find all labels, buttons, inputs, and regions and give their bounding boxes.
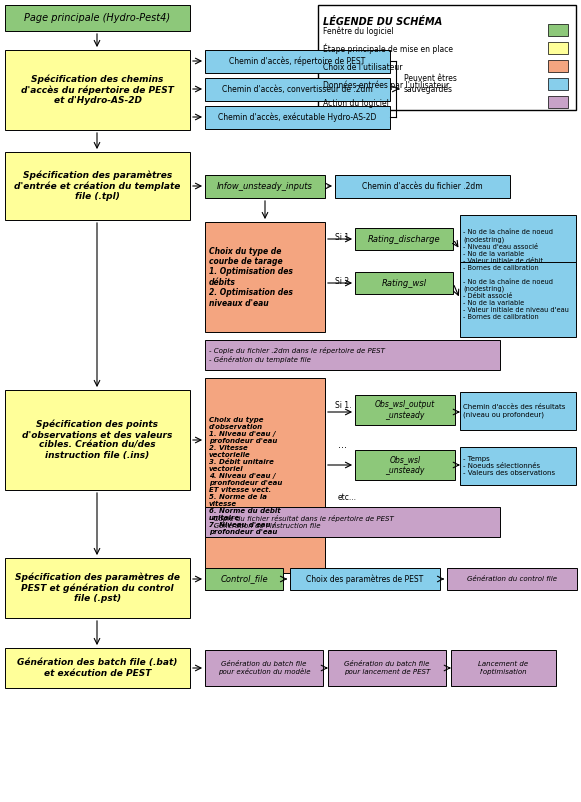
FancyBboxPatch shape [548, 78, 568, 90]
Text: Génération du batch file
pour lancement de PEST: Génération du batch file pour lancement … [344, 662, 430, 674]
Text: Spécification des chemins
d'accès du répertoire de PEST
et d'Hydro-AS-2D: Spécification des chemins d'accès du rép… [21, 75, 174, 105]
FancyBboxPatch shape [5, 50, 190, 130]
Text: Action du logiciel: Action du logiciel [323, 99, 389, 107]
FancyBboxPatch shape [355, 228, 453, 250]
FancyBboxPatch shape [205, 222, 325, 332]
FancyBboxPatch shape [451, 650, 556, 686]
FancyBboxPatch shape [355, 450, 455, 480]
FancyBboxPatch shape [548, 60, 568, 72]
FancyBboxPatch shape [318, 5, 576, 110]
Text: Page principale (Hydro-Pest4): Page principale (Hydro-Pest4) [24, 13, 171, 23]
Text: - No de la chaîne de noeud
(nodestring)
- Débit associé
- No de la variable
- Va: - No de la chaîne de noeud (nodestring) … [463, 279, 569, 320]
FancyBboxPatch shape [205, 507, 500, 537]
FancyBboxPatch shape [460, 392, 576, 430]
Text: Infow_unsteady_inputs: Infow_unsteady_inputs [217, 182, 313, 191]
FancyBboxPatch shape [205, 378, 325, 573]
FancyBboxPatch shape [5, 390, 190, 490]
Text: Obs_wsl
_unsteady: Obs_wsl _unsteady [385, 456, 425, 475]
Text: Peuvent êtres
sauvegardés: Peuvent êtres sauvegardés [404, 74, 457, 94]
FancyBboxPatch shape [205, 340, 500, 370]
Text: Si 1.: Si 1. [335, 233, 352, 242]
Text: Fenêtre du logiciel: Fenêtre du logiciel [323, 26, 394, 36]
Text: Choix du type
d'observation
1. Niveau d'eau /
profondeur d'eau
2. Vitesse
vector: Choix du type d'observation 1. Niveau d'… [209, 416, 282, 535]
FancyBboxPatch shape [290, 568, 440, 590]
Text: Données entrées par l'utilisateur: Données entrées par l'utilisateur [323, 80, 449, 90]
Text: Chemin d'accès, exécutable Hydro-AS-2D: Chemin d'accès, exécutable Hydro-AS-2D [218, 113, 376, 122]
FancyBboxPatch shape [205, 568, 283, 590]
Text: - No de la chaîne de noeud
(nodestring)
- Niveau d'eau associé
- No de la variab: - No de la chaîne de noeud (nodestring) … [463, 229, 553, 271]
FancyBboxPatch shape [355, 395, 455, 425]
FancyBboxPatch shape [5, 152, 190, 220]
FancyBboxPatch shape [205, 175, 325, 198]
Text: ...: ... [338, 440, 347, 450]
Text: - Temps
- Noeuds sélectionnés
- Valeurs des observations: - Temps - Noeuds sélectionnés - Valeurs … [463, 456, 555, 476]
Text: Rating_discharge: Rating_discharge [368, 234, 440, 244]
FancyBboxPatch shape [328, 650, 446, 686]
FancyBboxPatch shape [447, 568, 577, 590]
FancyBboxPatch shape [548, 96, 568, 108]
FancyBboxPatch shape [355, 272, 453, 294]
FancyBboxPatch shape [205, 78, 390, 101]
Text: Obs_wsl_output
_unsteady: Obs_wsl_output _unsteady [375, 400, 435, 419]
Text: - Copie du fichier .2dm dans le répertoire de PEST
- Génération du template file: - Copie du fichier .2dm dans le répertoi… [209, 347, 385, 363]
Text: Chemin d'accès, convertisseur de .2dm: Chemin d'accès, convertisseur de .2dm [222, 85, 373, 94]
Text: Chemin d'accès des résultats
(niveau ou profondeur): Chemin d'accès des résultats (niveau ou … [463, 404, 565, 418]
Text: Control_file: Control_file [220, 574, 268, 584]
Text: Étape principale de mise en place: Étape principale de mise en place [323, 44, 453, 55]
FancyBboxPatch shape [460, 262, 576, 337]
FancyBboxPatch shape [205, 650, 323, 686]
FancyBboxPatch shape [205, 50, 390, 73]
Text: Spécification des paramètres de
PEST et génération du control
file (.pst): Spécification des paramètres de PEST et … [15, 573, 180, 603]
Text: Génération des batch file (.bat)
et exécution de PEST: Génération des batch file (.bat) et exéc… [17, 658, 178, 678]
Text: Choix de l'utilisateur: Choix de l'utilisateur [323, 63, 403, 71]
FancyBboxPatch shape [548, 42, 568, 54]
FancyBboxPatch shape [460, 447, 576, 485]
FancyBboxPatch shape [5, 648, 190, 688]
Text: etc...: etc... [338, 492, 357, 501]
Text: Génération du batch file
pour exécution du modèle: Génération du batch file pour exécution … [218, 661, 310, 675]
Text: Chemin d'accès du fichier .2dm: Chemin d'accès du fichier .2dm [362, 182, 483, 191]
Text: - Copie du fichier résultat dans le répertoire de PEST
- Génération de l'instruc: - Copie du fichier résultat dans le répe… [209, 515, 394, 529]
FancyBboxPatch shape [205, 106, 390, 129]
FancyBboxPatch shape [5, 558, 190, 618]
Text: LÉGENDE DU SCHÉMA: LÉGENDE DU SCHÉMA [323, 17, 442, 27]
Text: Chemin d'accès, répertoire de PEST: Chemin d'accès, répertoire de PEST [229, 57, 365, 67]
Text: Si 1.: Si 1. [335, 400, 352, 410]
Text: Lancement de
l'optimisation: Lancement de l'optimisation [478, 662, 529, 674]
Text: Si 2.: Si 2. [335, 277, 352, 286]
FancyBboxPatch shape [548, 24, 568, 36]
Text: Spécification des paramètres
d'entrée et création du template
file (.tpl): Spécification des paramètres d'entrée et… [15, 171, 181, 201]
Text: Choix des paramètres de PEST: Choix des paramètres de PEST [306, 574, 424, 584]
Text: Rating_wsl: Rating_wsl [382, 278, 426, 287]
FancyBboxPatch shape [335, 175, 510, 198]
FancyBboxPatch shape [460, 215, 576, 285]
Text: Génération du control file: Génération du control file [467, 576, 557, 582]
FancyBboxPatch shape [5, 5, 190, 31]
Text: Choix du type de
courbe de tarage
1. Optimisation des
débits
2. Optimisation des: Choix du type de courbe de tarage 1. Opt… [209, 246, 293, 307]
Text: Spécification des points
d'observations et des valeurs
cibles. Création du/des
i: Spécification des points d'observations … [22, 419, 173, 460]
